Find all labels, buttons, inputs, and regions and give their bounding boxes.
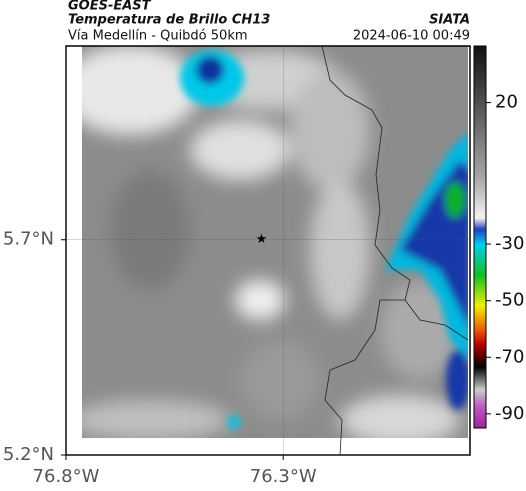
colorbar-tick-label: -90 (495, 403, 524, 424)
colorbar-tick-label: -30 (495, 233, 524, 254)
x-tick-label: 76.3°W (250, 466, 317, 487)
border (321, 45, 469, 456)
x-tick-label: 76.8°W (33, 466, 100, 487)
colorbar-tick-label: -70 (495, 346, 524, 367)
location-marker: ★ (256, 232, 268, 247)
title: Temperatura de Brillo CH13 (68, 13, 270, 28)
y-tick-label: 5.2°N (3, 444, 54, 465)
source: GOES-EAST (68, 0, 152, 14)
y-tick-label: 5.7°N (3, 229, 54, 250)
satellite-image (82, 46, 468, 438)
brand: SIATA (429, 13, 470, 28)
colorbar-tick-label: 20 (495, 92, 518, 113)
subtitle: Vía Medellín - Quibdó 50km (68, 29, 248, 44)
colorbar (473, 45, 487, 429)
timestamp: 2024-06-10 00:49 (353, 29, 470, 44)
colorbar-tick-label: -50 (495, 290, 524, 311)
